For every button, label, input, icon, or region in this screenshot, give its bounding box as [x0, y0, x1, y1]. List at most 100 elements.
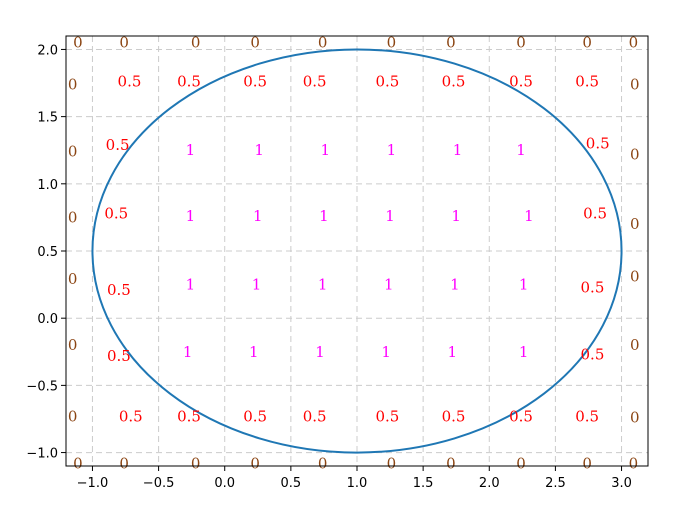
cell-value-label: 1 — [186, 207, 196, 225]
y-tick-label: 0.5 — [37, 245, 58, 260]
x-tick-label: 1.0 — [347, 476, 368, 491]
cell-value-label: 1 — [254, 141, 264, 159]
cell-value-label: 0 — [68, 407, 78, 425]
cell-value-label: 0.5 — [375, 73, 399, 91]
cell-value-label: 1 — [249, 343, 259, 361]
cell-value-label: 1 — [516, 141, 526, 159]
cell-value-label: 0.5 — [375, 407, 399, 425]
x-tick-label: 2.0 — [479, 476, 500, 491]
cell-value-label: 1 — [524, 207, 534, 225]
y-tick-label: 2.0 — [37, 43, 58, 58]
cell-value-label: 0 — [73, 34, 83, 52]
cell-value-label: 1 — [447, 343, 457, 361]
cell-value-label: 0 — [387, 454, 397, 472]
cell-value-label: 0 — [630, 336, 640, 354]
cell-value-label: 0 — [191, 454, 201, 472]
cell-value-label: 0 — [250, 34, 260, 52]
ellipse-boundary — [91, 48, 623, 454]
cell-value-label: 0.5 — [581, 345, 605, 363]
cell-value-label: 0 — [119, 34, 129, 52]
cell-value-label: 1 — [381, 343, 391, 361]
cell-value-label: 0 — [318, 34, 328, 52]
cell-value-label: 0.5 — [107, 347, 131, 365]
x-tick-label: 1.5 — [413, 476, 434, 491]
x-tick-label: −1.0 — [77, 476, 109, 491]
cell-value-label: 0.5 — [303, 407, 327, 425]
cell-value-label: 0 — [250, 454, 260, 472]
cell-value-label: 0 — [582, 454, 592, 472]
cell-value-label: 1 — [519, 276, 529, 294]
cell-value-label: 0.5 — [583, 204, 607, 222]
cell-value-label: 1 — [387, 141, 397, 159]
cell-value-label: 1 — [519, 343, 529, 361]
cell-value-label: 1 — [450, 276, 460, 294]
cell-value-label: 0.5 — [575, 407, 599, 425]
cell-value-label: 0.5 — [442, 73, 466, 91]
cell-value-label: 1 — [252, 276, 262, 294]
cell-value-label: 1 — [183, 343, 193, 361]
y-tick-label: −1.0 — [26, 447, 58, 462]
cell-value-label: 0 — [446, 34, 456, 52]
x-tick-label: 2.5 — [545, 476, 566, 491]
cell-value-label: 0 — [629, 34, 639, 52]
cell-value-label: 0 — [630, 215, 640, 233]
cell-value-label: 0 — [318, 454, 328, 472]
cell-value-label: 0 — [630, 268, 640, 286]
y-tick-label: 0.0 — [37, 312, 58, 327]
y-tick-label: 1.5 — [37, 111, 58, 126]
x-tick-label: −0.5 — [143, 476, 175, 491]
cell-value-label: 0.5 — [118, 73, 142, 91]
cell-value-label: 1 — [319, 207, 329, 225]
cell-value-label: 1 — [385, 207, 395, 225]
cell-value-label: 0 — [68, 336, 78, 354]
cell-value-label: 0 — [73, 454, 83, 472]
cell-value-label: 0.5 — [509, 73, 533, 91]
cell-value-label: 0 — [68, 208, 78, 226]
cell-value-label: 0.5 — [581, 278, 605, 296]
cell-value-label: 0 — [516, 34, 526, 52]
x-axis-ticks: −1.0 −0.5 0.0 0.5 1.0 1.5 2.0 2.5 3.0 — [77, 466, 632, 491]
cell-value-label: 1 — [315, 343, 325, 361]
cell-value-label: 0.5 — [106, 136, 130, 154]
grid-lines — [66, 36, 648, 466]
cell-value-label: 0.5 — [586, 135, 610, 153]
y-tick-label: −0.5 — [26, 379, 58, 394]
cell-value-label: 1 — [318, 276, 328, 294]
cell-value-label: 0.5 — [243, 73, 267, 91]
cell-value-label: 1 — [451, 207, 461, 225]
cell-value-label: 0 — [630, 145, 640, 163]
cell-value-label: 1 — [253, 207, 263, 225]
y-tick-label: 1.0 — [37, 178, 58, 193]
cell-value-label: 0.5 — [104, 204, 128, 222]
cell-value-label: 1 — [320, 141, 330, 159]
cell-value-label: 0 — [387, 34, 397, 52]
cell-value-label: 1 — [186, 276, 196, 294]
cell-value-label: 0 — [630, 75, 640, 93]
cell-value-label: 0.5 — [107, 281, 131, 299]
cell-value-label: 0 — [68, 270, 78, 288]
cell-value-label: 0.5 — [303, 73, 327, 91]
y-axis-ticks: −1.0 −0.5 0.0 0.5 1.0 1.5 2.0 — [26, 43, 66, 462]
cell-value-label: 0 — [582, 34, 592, 52]
cell-value-label: 0 — [191, 34, 201, 52]
cell-value-label: 1 — [384, 276, 394, 294]
x-tick-label: 3.0 — [611, 476, 632, 491]
cell-value-label: 0 — [630, 409, 640, 427]
x-tick-label: 0.5 — [281, 476, 302, 491]
cell-value-label: 0.5 — [243, 407, 267, 425]
cell-value-label: 0.5 — [119, 407, 143, 425]
cell-value-label: 0.5 — [509, 407, 533, 425]
cell-value-label: 0 — [629, 454, 639, 472]
cell-value-label: 1 — [453, 141, 463, 159]
x-tick-label: 0.0 — [214, 476, 235, 491]
cell-value-label: 0.5 — [177, 73, 201, 91]
cell-value-label: 0.5 — [442, 407, 466, 425]
ellipse-layer — [91, 48, 623, 454]
cell-value-label: 0 — [68, 143, 78, 161]
cell-value-label: 0 — [516, 454, 526, 472]
cell-value-label: 0 — [446, 454, 456, 472]
cell-value-label: 1 — [186, 141, 196, 159]
cell-value-label: 0.5 — [177, 407, 201, 425]
cell-value-label: 0 — [119, 454, 129, 472]
